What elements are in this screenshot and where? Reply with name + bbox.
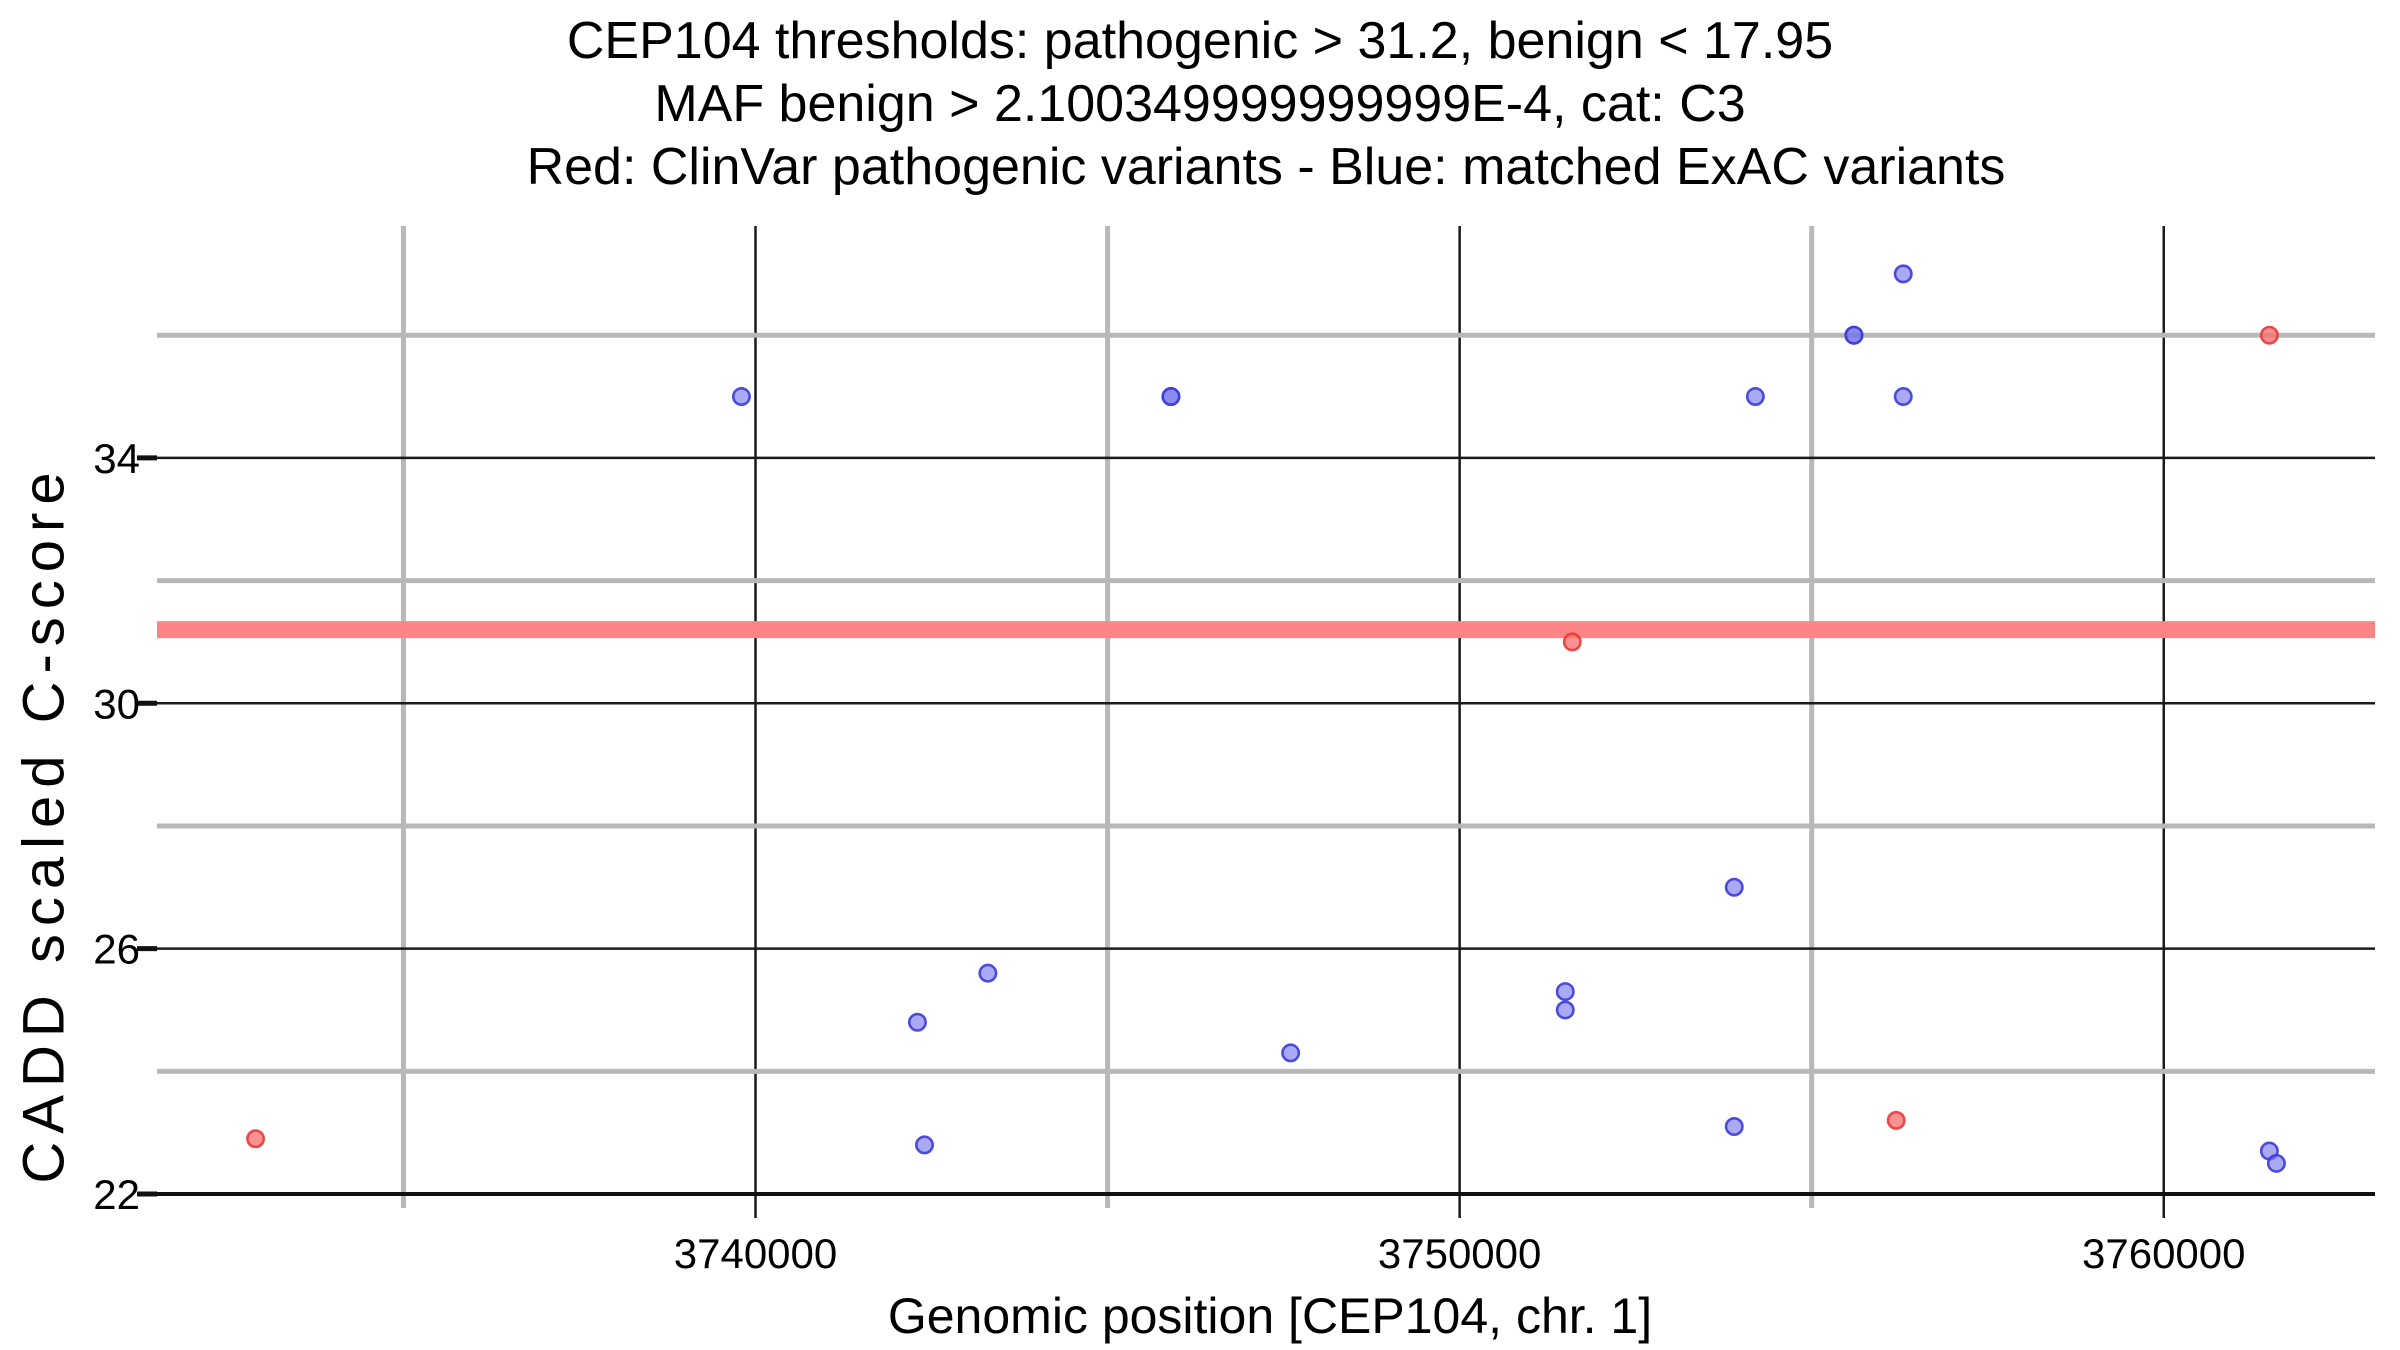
pathogenic-variant-point (1562, 632, 1582, 652)
exac-variant-point (2266, 1153, 2286, 1173)
exac-variant-point (1745, 387, 1765, 407)
pathogenic-variant-point (1886, 1110, 1906, 1130)
y-tick-label: 30 (93, 680, 140, 727)
y-tick-label: 26 (93, 926, 140, 973)
exac-variant-point (1281, 1043, 1301, 1063)
pathogenic-variant-point (2259, 325, 2279, 345)
exac-variant-point (731, 387, 751, 407)
x-tick-label: 3740000 (674, 1230, 838, 1277)
exac-variant-point (1893, 264, 1913, 284)
exac-variant-point (907, 1012, 927, 1032)
exac-variant-point (1161, 387, 1181, 407)
exac-variant-point (978, 963, 998, 983)
exac-variant-point (914, 1135, 934, 1155)
pathogenic-threshold-band (157, 621, 2375, 639)
y-tick-label: 34 (93, 435, 140, 482)
pathogenic-variant-point (246, 1129, 266, 1149)
plot-title-line-3: Red: ClinVar pathogenic variants - Blue:… (526, 138, 2006, 196)
y-tick-mark (137, 946, 157, 952)
y-tick-mark (137, 1191, 157, 1197)
exac-variant-point (1724, 877, 1744, 897)
y-tick-mark (137, 455, 157, 461)
exac-variant-point (1893, 387, 1913, 407)
plot-title-line-1: CEP104 thresholds: pathogenic > 31.2, be… (566, 12, 1834, 70)
exac-variant-point (1555, 982, 1575, 1002)
exac-variant-point (1555, 1000, 1575, 1020)
x-tick-label: 3750000 (1378, 1230, 1542, 1277)
x-tick-label: 3760000 (2082, 1230, 2246, 1277)
exac-variant-point (1844, 325, 1864, 345)
y-tick-label: 22 (93, 1171, 140, 1218)
plot-title-line-2: MAF benign > 2.100349999999999E-4, cat: … (654, 75, 1746, 133)
x-axis-label: Genomic position [CEP104, chr. 1] (887, 1288, 1653, 1344)
y-axis-label: CADD scaled C-score (11, 464, 77, 1184)
exac-variant-point (1724, 1117, 1744, 1137)
y-tick-mark (137, 700, 157, 706)
